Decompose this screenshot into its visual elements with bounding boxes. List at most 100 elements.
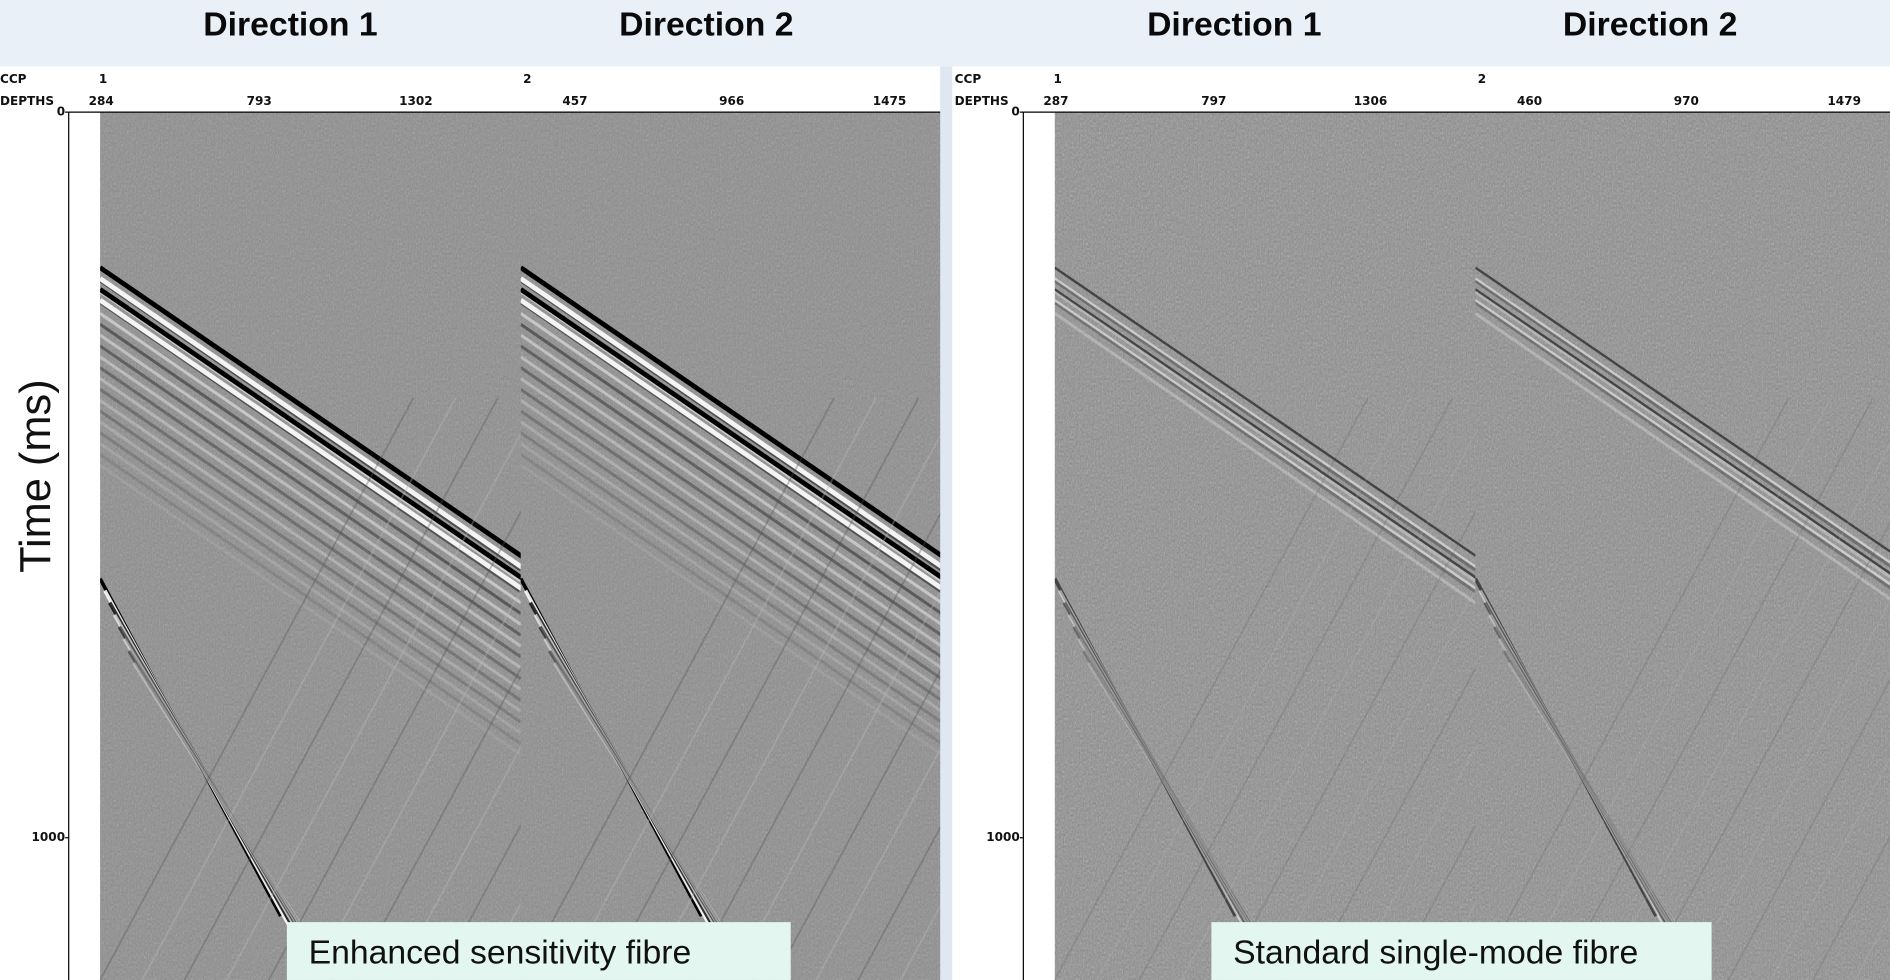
event: [1475, 397, 1790, 980]
event: [310, 588, 521, 980]
event: [1643, 521, 1890, 980]
event: [1483, 601, 1678, 942]
depth-tick: 793: [247, 94, 272, 108]
y-axis-title: Time (ms): [12, 379, 60, 573]
header-band: [0, 0, 1890, 67]
event: [100, 377, 521, 670]
event: [520, 397, 835, 980]
depth-tick: 966: [719, 94, 744, 108]
event: [1054, 299, 1476, 590]
depth-tick: 1479: [1827, 94, 1861, 108]
event: [183, 397, 499, 980]
event: [815, 747, 941, 980]
event: [1475, 266, 1890, 553]
caption-box: [1211, 922, 1712, 980]
event: [1497, 637, 1706, 978]
event: [1072, 625, 1276, 966]
depth-tick: 457: [562, 94, 587, 108]
ccp-value: 2: [523, 72, 531, 86]
direction-header: Direction 1: [1147, 5, 1321, 43]
event: [436, 823, 521, 980]
ccp-value: 1: [99, 72, 107, 86]
event: [520, 420, 941, 713]
caption-box: [286, 922, 791, 980]
trace-gap: [68, 112, 101, 980]
event: [1812, 834, 1890, 980]
event: [100, 420, 521, 713]
event: [520, 377, 941, 669]
event: [100, 344, 521, 637]
event: [1057, 589, 1247, 930]
event: [520, 287, 941, 580]
event: [520, 388, 941, 680]
event: [1488, 613, 1687, 954]
event: [520, 333, 941, 626]
depth-label: DEPTHS: [955, 94, 1009, 108]
event: [543, 637, 752, 978]
event: [122, 637, 331, 978]
event: [1558, 397, 1874, 980]
seismic-half: [1054, 266, 1476, 980]
event: [520, 276, 941, 569]
depth-tick: 797: [1201, 94, 1226, 108]
event: [520, 453, 941, 745]
event: [604, 397, 920, 980]
event: [646, 433, 941, 980]
event: [1307, 666, 1476, 980]
event: [1475, 290, 1890, 579]
ccp-label: CCP: [955, 72, 982, 86]
event: [520, 464, 941, 756]
event: [1180, 431, 1476, 980]
event: [520, 398, 941, 691]
depth-label: DEPTHS: [0, 94, 54, 108]
event: [100, 388, 521, 680]
event: [1475, 277, 1890, 564]
event: [100, 265, 521, 559]
event: [520, 298, 941, 591]
event: [100, 453, 521, 745]
event: [1685, 599, 1890, 980]
event: [520, 312, 941, 604]
event: [100, 366, 521, 659]
direction-header: Direction 1: [203, 5, 377, 43]
event: [100, 464, 521, 756]
event: [1054, 279, 1476, 572]
event: [520, 344, 941, 637]
event: [1054, 577, 1238, 917]
event: [1391, 823, 1476, 980]
event: [100, 323, 521, 615]
event: [520, 442, 941, 734]
depth-tick: 1306: [1354, 94, 1388, 108]
event: [1475, 299, 1890, 586]
direction-header: Direction 2: [619, 5, 793, 43]
event: [267, 510, 521, 980]
event: [562, 397, 878, 980]
ccp-value: 1: [1053, 72, 1061, 86]
trace-gap: [1023, 112, 1055, 980]
depth-tick: 1302: [399, 94, 433, 108]
event: [1475, 301, 1890, 590]
event: [1264, 588, 1476, 980]
event: [520, 431, 941, 724]
event: [730, 590, 941, 980]
depth-tick: 970: [1674, 94, 1699, 108]
event: [1727, 678, 1890, 980]
event: [394, 745, 521, 980]
event: [1475, 279, 1890, 568]
depth-tick: 284: [89, 94, 114, 108]
event: [1601, 442, 1890, 980]
event: [1054, 277, 1476, 568]
seismic-noise: [1054, 112, 1890, 980]
event: [100, 442, 521, 735]
event: [520, 355, 941, 648]
ccp-label: CCP: [0, 72, 27, 86]
time-tick-label: 0: [1011, 105, 1019, 119]
event: [520, 323, 941, 615]
event: [1054, 301, 1476, 594]
event: [1138, 397, 1454, 980]
event: [1096, 397, 1412, 980]
event: [100, 431, 521, 724]
event: [1054, 266, 1476, 558]
